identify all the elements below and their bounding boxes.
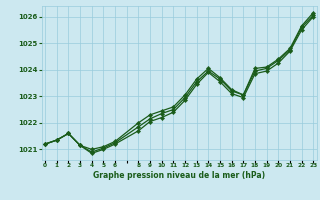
X-axis label: Graphe pression niveau de la mer (hPa): Graphe pression niveau de la mer (hPa)	[93, 171, 265, 180]
